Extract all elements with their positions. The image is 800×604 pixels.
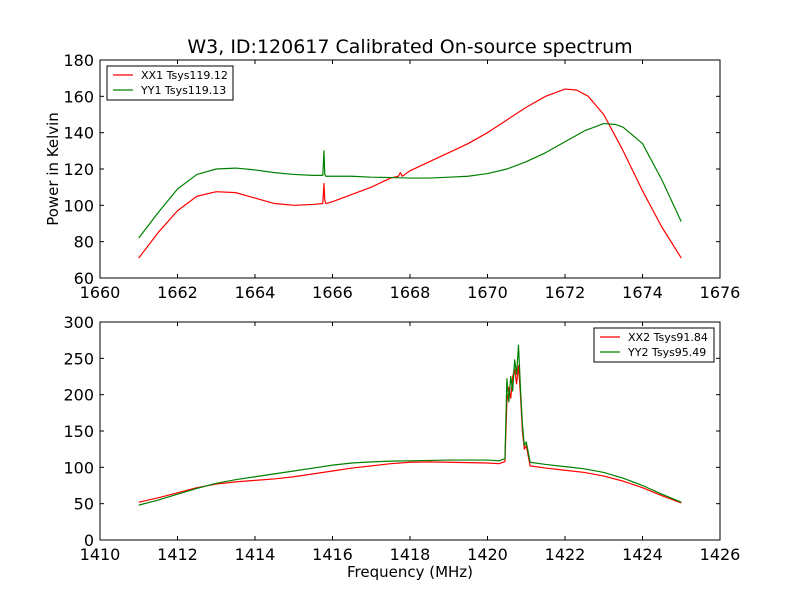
x-tick-label: 1676 bbox=[700, 283, 741, 302]
x-tick-label: 1668 bbox=[390, 283, 431, 302]
y-tick-label: 160 bbox=[63, 87, 94, 106]
y-tick-label: 0 bbox=[84, 531, 94, 550]
x-tick-label: 1414 bbox=[235, 545, 276, 564]
y-tick-label: 100 bbox=[63, 458, 94, 477]
x-tick-label: 1420 bbox=[467, 545, 508, 564]
y-tick-label: 250 bbox=[63, 349, 94, 368]
x-tick-label: 1418 bbox=[390, 545, 431, 564]
y-axis-label-top: Power in Kelvin bbox=[44, 112, 62, 226]
legend-entry-label: YY2 Tsys95.49 bbox=[627, 346, 706, 359]
y-tick-label: 60 bbox=[74, 269, 94, 288]
x-tick-label: 1674 bbox=[622, 283, 663, 302]
x-tick-label: 1662 bbox=[157, 283, 198, 302]
x-tick-label: 1660 bbox=[80, 283, 121, 302]
series-line-top-0 bbox=[138, 88, 682, 259]
x-tick-label: 1672 bbox=[545, 283, 586, 302]
legend-box bbox=[593, 327, 715, 363]
x-tick-label: 1666 bbox=[312, 283, 353, 302]
y-tick-label: 50 bbox=[74, 495, 94, 514]
x-tick-label: 1670 bbox=[467, 283, 508, 302]
legend-box bbox=[106, 65, 234, 101]
chart-title-top: W3, ID:120617 Calibrated On-source spect… bbox=[187, 36, 632, 58]
legend-entry-label: XX2 Tsys91.84 bbox=[628, 331, 708, 344]
x-tick-label: 1422 bbox=[545, 545, 586, 564]
x-axis-label-bottom: Frequency (MHz) bbox=[347, 563, 473, 581]
x-tick-label: 1424 bbox=[622, 545, 663, 564]
x-tick-label: 1410 bbox=[80, 545, 121, 564]
y-tick-label: 200 bbox=[63, 386, 94, 405]
x-tick-label: 1412 bbox=[157, 545, 198, 564]
plot-area-top: 1660 1662 1664 1666 1668 1670 1672 1674 1676 60 80… bbox=[63, 51, 740, 302]
x-tick-label: 1416 bbox=[312, 545, 353, 564]
plot-area-bottom: 1410 1412 1414 1416 1418 1420 1422 1424 1426 0 50 1… bbox=[63, 313, 740, 564]
y-tick-label: 180 bbox=[63, 51, 94, 70]
legend-entry-label: YY1 Tsys119.13 bbox=[140, 84, 226, 97]
x-tick-label: 1426 bbox=[700, 545, 741, 564]
y-tick-label: 120 bbox=[63, 160, 94, 179]
series-line-top-1 bbox=[138, 122, 682, 239]
series-line-bottom-1 bbox=[138, 344, 682, 506]
y-tick-label: 140 bbox=[63, 124, 94, 143]
legend-entry-label: XX1 Tsys119.12 bbox=[141, 69, 228, 82]
y-tick-label: 100 bbox=[63, 196, 94, 215]
y-tick-label: 150 bbox=[63, 422, 94, 441]
y-tick-label: 300 bbox=[63, 313, 94, 332]
x-tick-label: 1664 bbox=[235, 283, 276, 302]
y-tick-label: 80 bbox=[74, 233, 94, 252]
series-line-bottom-0 bbox=[138, 365, 682, 504]
